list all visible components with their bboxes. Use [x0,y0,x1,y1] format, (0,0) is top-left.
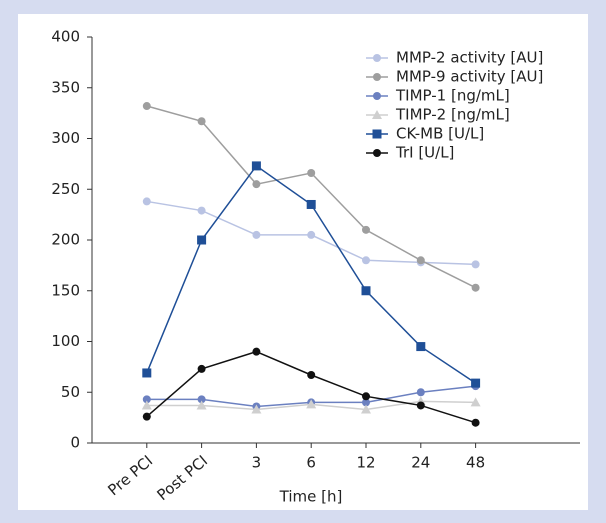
data-point [416,401,425,410]
data-point [197,364,206,373]
y-tick-label: 50 [61,383,80,401]
data-point [306,199,316,209]
legend-marker [373,92,381,100]
y-tick-label: 350 [51,78,80,96]
data-point [471,418,480,427]
data-point [362,392,370,401]
x-tick-label: 24 [411,454,430,472]
data-point [307,370,316,379]
x-tick-label: 3 [252,454,262,472]
legend-label: CK-MB [U/L] [396,125,484,143]
data-point [197,206,206,215]
y-tick-label: 250 [51,180,80,198]
legend-marker [373,73,381,81]
legend-label: TIMP-1 [ng/mL] [395,87,510,105]
data-point [416,342,426,352]
y-tick-label: 300 [51,129,80,147]
legend-label: TIMP-2 [ng/mL] [395,106,510,124]
y-tick-label: 400 [51,28,80,46]
x-tick-label: 6 [306,454,316,472]
data-point [197,235,207,245]
legend-marker [372,110,382,119]
data-point [252,347,261,356]
x-tick-label: 12 [356,454,375,472]
data-point [362,225,370,234]
panel [18,14,588,510]
y-tick-label: 0 [70,434,80,452]
data-point [361,404,371,414]
data-point [362,398,370,407]
legend-label: TrI [U/L] [395,144,454,162]
data-point [197,117,206,126]
x-tick-label: 48 [466,454,485,472]
legend-label: MMP-9 activity [AU] [396,68,543,86]
x-axis-label: Time [h] [279,488,343,506]
y-tick-label: 150 [51,281,80,299]
data-point [416,256,425,265]
data-point [142,368,152,378]
data-point [306,399,317,409]
data-point [142,197,151,206]
data-point [307,169,316,178]
data-point [142,395,151,404]
legend-marker [372,129,382,139]
data-point [361,286,371,296]
data-point [252,230,261,239]
legend-marker [373,149,381,157]
data-point [362,256,370,265]
data-point [142,412,151,421]
data-point [471,283,480,292]
data-point [471,260,480,269]
legend-label: MMP-2 activity [AU] [396,49,543,67]
data-point [196,400,207,410]
data-point [416,388,425,397]
data-point [252,180,261,189]
data-point [470,397,481,407]
data-point [142,102,151,111]
y-tick-label: 100 [51,332,80,350]
legend-marker [373,54,381,62]
y-tick-label: 200 [51,231,80,249]
data-point [307,230,316,239]
data-point [471,378,481,388]
data-point [251,161,261,171]
data-point [141,400,152,410]
data-point [251,404,262,414]
data-point [197,395,206,404]
